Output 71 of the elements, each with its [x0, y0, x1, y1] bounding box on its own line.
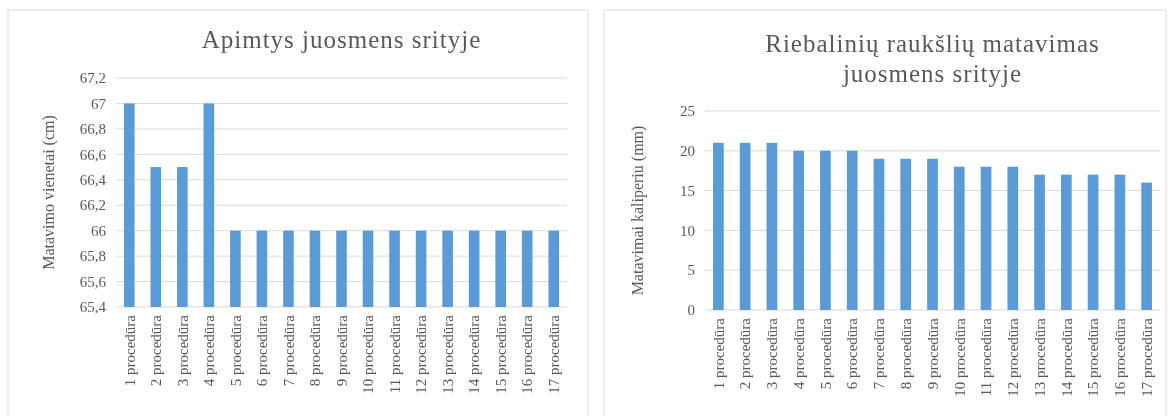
bar — [1114, 174, 1126, 310]
y-axis-title: Matavimo vienetai (cm) — [40, 115, 58, 270]
x-tick-label: 7 procedūra — [280, 314, 297, 387]
y-tick-label: 67 — [91, 95, 107, 112]
x-tick-label: 3 procedūra — [764, 317, 781, 390]
x-tick-label: 5 procedūra — [227, 314, 244, 387]
x-tick-label: 14 procedūra — [1058, 317, 1075, 397]
bar — [1087, 174, 1099, 310]
y-tick-label: 5 — [687, 262, 695, 279]
x-tick-label: 2 procedūra — [737, 317, 754, 390]
x-tick-label: 12 procedūra — [413, 314, 430, 394]
y-axis-title: Matavimai kaliperiu (mm) — [629, 125, 647, 296]
y-tick-label: 65,6 — [79, 273, 107, 290]
x-tick-label: 13 procedūra — [1031, 317, 1048, 397]
bar — [873, 158, 885, 310]
x-tick-label: 1 procedūra — [710, 317, 727, 390]
bar — [820, 150, 831, 310]
bar — [766, 142, 778, 310]
chart-title: Riebalinių raukšlių matavimas juosmens srityje — [765, 30, 1100, 87]
y-tick-label: 66 — [91, 222, 107, 239]
x-tick-label: 12 procedūra — [1005, 317, 1022, 397]
x-tick-label: 9 procedūra — [924, 317, 941, 390]
x-tick-label: 8 procedūra — [897, 317, 914, 390]
y-tick-label: 10 — [680, 222, 695, 239]
x-tick-label: 10 procedūra — [360, 314, 377, 394]
bar — [1141, 182, 1152, 310]
y-tick-label: 67,2 — [79, 70, 106, 87]
bar — [953, 166, 965, 310]
x-tick-label: 10 procedūra — [951, 317, 968, 397]
y-tick-label: 66,6 — [79, 146, 107, 163]
x-tick-label: 6 procedūra — [844, 317, 861, 390]
x-tick-label: 16 procedūra — [519, 314, 536, 394]
bar — [1060, 174, 1072, 310]
x-tick-label: 17 procedūra — [545, 314, 562, 394]
x-tick-label: 15 procedūra — [1085, 317, 1102, 397]
bar — [980, 166, 992, 310]
x-tick-label: 3 procedūra — [174, 314, 191, 387]
y-tick-label: 65,4 — [79, 299, 107, 316]
bar — [793, 150, 805, 310]
bar — [1034, 174, 1045, 310]
chart-title: Apimtys juosmens srityje — [201, 26, 482, 53]
x-tick-label: 16 procedūra — [1112, 317, 1129, 397]
x-tick-label: 7 procedūra — [871, 317, 888, 390]
y-tick-label: 25 — [680, 103, 695, 120]
bar — [739, 142, 751, 310]
x-tick-label: 2 procedūra — [148, 314, 165, 387]
x-tick-label: 11 procedūra — [386, 314, 403, 394]
bar — [927, 158, 938, 310]
x-tick-label: 6 procedūra — [254, 314, 271, 387]
bar — [713, 142, 724, 310]
x-tick-label: 13 procedūra — [439, 314, 456, 394]
x-tick-label: 8 procedūra — [307, 314, 324, 387]
y-tick-label: 0 — [687, 302, 695, 319]
x-tick-label: 4 procedūra — [790, 317, 807, 390]
x-tick-label: 14 procedūra — [466, 314, 483, 394]
x-tick-label: 11 procedūra — [978, 317, 995, 397]
x-tick-label: 4 procedūra — [201, 314, 218, 387]
bar — [846, 150, 858, 310]
x-tick-label: 1 procedūra — [121, 314, 138, 387]
y-tick-label: 66,8 — [79, 121, 106, 138]
x-tick-label: 5 procedūra — [817, 317, 834, 390]
y-tick-label: 20 — [680, 143, 695, 160]
bar — [1007, 166, 1019, 310]
y-tick-label: 65,8 — [79, 248, 106, 265]
bar — [900, 158, 912, 310]
x-tick-label: 17 procedūra — [1138, 317, 1155, 397]
x-tick-label: 9 procedūra — [333, 314, 350, 387]
x-tick-label: 15 procedūra — [492, 314, 509, 394]
y-tick-label: 66,2 — [79, 197, 106, 214]
y-tick-label: 15 — [680, 182, 695, 199]
y-tick-label: 66,4 — [79, 172, 107, 189]
